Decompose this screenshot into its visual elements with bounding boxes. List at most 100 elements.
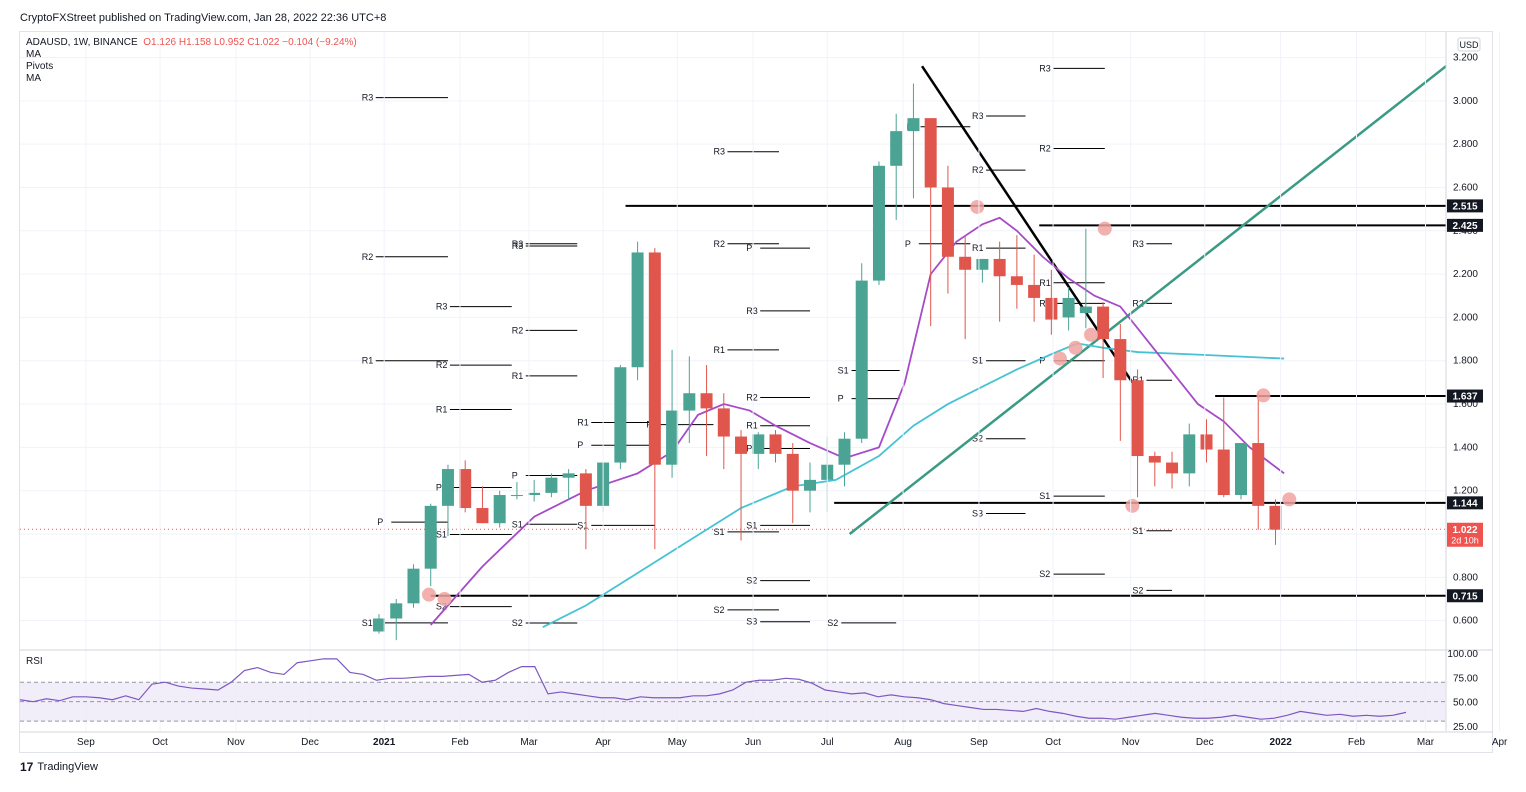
candle-body	[1062, 297, 1075, 318]
x-tick-label: May	[668, 737, 687, 748]
pivot-label: S1	[1132, 526, 1143, 536]
pivot-label: S3	[746, 617, 757, 627]
indicator-ma-2[interactable]: MA	[26, 73, 41, 84]
pivot-label: P	[905, 239, 911, 249]
price-axis-label-bg	[1447, 589, 1483, 603]
candle-body	[717, 408, 730, 437]
pivot-label: R3	[512, 239, 524, 249]
y-tick-label: 2.200	[1453, 269, 1478, 280]
rsi-label: RSI	[26, 656, 43, 667]
x-tick-label: Mar	[520, 737, 538, 748]
y-tick-label: 0.600	[1453, 616, 1478, 627]
candle-body	[752, 434, 765, 454]
rsi-band	[20, 682, 1446, 722]
price-axis-label: 2.515	[1452, 201, 1477, 212]
pivot-label: S2	[512, 618, 523, 628]
x-tick-label: Apr	[595, 737, 611, 748]
pivot-label: R1	[713, 345, 725, 355]
pivot-label: S2	[713, 605, 724, 615]
y-tick-label: 1.800	[1453, 356, 1478, 367]
pivot-label: S2	[1132, 585, 1143, 595]
pivot-label: R2	[436, 360, 448, 370]
candle-body	[614, 367, 627, 463]
pivot-label: R1	[972, 243, 984, 253]
pivot-label: P	[512, 471, 518, 481]
x-tick-label: Feb	[1348, 737, 1366, 748]
trendline	[848, 64, 1446, 536]
candle-body	[390, 603, 403, 619]
candle-body	[1148, 456, 1161, 463]
pivot-label: S1	[577, 520, 588, 530]
price-axis-label: 1.022	[1452, 525, 1477, 536]
candle-body	[735, 436, 748, 454]
rsi-tick-label: 50.00	[1453, 698, 1478, 709]
x-tick-label: Oct	[152, 737, 168, 748]
candle-body	[683, 393, 696, 411]
price-axis-label: 0.715	[1452, 591, 1477, 602]
pivot-label: P	[436, 482, 442, 492]
price-axis-label-bg	[1447, 389, 1483, 403]
pivot-label: S1	[838, 365, 849, 375]
candle-body	[804, 479, 816, 491]
price-axis-label: 1.637	[1452, 392, 1477, 403]
pivot-label: R3	[746, 306, 758, 316]
x-tick-label: Sep	[970, 737, 988, 748]
candle-body	[1079, 306, 1092, 314]
candle-body	[1235, 443, 1247, 496]
candle-body	[1010, 276, 1023, 285]
candle-body	[407, 568, 420, 604]
touch-marker	[1084, 327, 1099, 342]
touch-marker	[1125, 498, 1140, 513]
indicator-ma-1[interactable]: MA	[26, 49, 41, 60]
pivot-label: R3	[972, 111, 984, 121]
price-pane: R3 R2 R1 R3 R2 R1 P P S1 S2 S1 R3 R2 R1 P R3 P S1 S2 R1 P S1 R…	[20, 57, 1446, 641]
pivot-label: R3	[436, 302, 448, 312]
touch-marker	[970, 199, 985, 214]
tradingview-brand[interactable]: TradingView	[37, 761, 98, 773]
candle-body	[1183, 434, 1196, 474]
indicator-pivots[interactable]: Pivots	[26, 61, 54, 72]
chart-legend: ADAUSD, 1W, BINANCE O1.126 H1.158 L0.952…	[26, 37, 357, 85]
candle-body	[493, 495, 506, 524]
candle-body	[528, 492, 541, 496]
pivot-label: P	[746, 243, 752, 253]
x-tick-label: Dec	[1196, 737, 1214, 748]
candle-body	[855, 280, 868, 439]
y-tick-label: 3.000	[1453, 96, 1478, 107]
candle-body	[579, 473, 592, 506]
tradingview-logo-icon[interactable]: 17	[20, 760, 34, 774]
pivot-label: S1	[362, 618, 373, 628]
pivot-label: R1	[436, 404, 448, 414]
price-axis-label-bg	[1447, 218, 1483, 232]
pivot-label: P	[838, 394, 844, 404]
chart-frame	[19, 31, 1493, 753]
x-tick-label: Oct	[1045, 737, 1061, 748]
candle-body	[562, 473, 575, 478]
pivot-label: R1	[362, 356, 374, 366]
pivot-label: R1	[1039, 278, 1051, 288]
candle-body	[1131, 380, 1144, 457]
candle-body	[976, 258, 989, 270]
candle-body	[1045, 297, 1058, 320]
y-tick-label: 3.200	[1453, 53, 1478, 64]
touch-marker	[1256, 388, 1271, 403]
candle-body	[872, 165, 885, 281]
candle-body	[769, 434, 782, 454]
currency-label: USD	[1459, 40, 1479, 50]
candle-body	[459, 469, 472, 509]
candle-body	[545, 477, 558, 493]
y-tick-label: 1.600	[1453, 399, 1478, 410]
pivot-label: P	[1039, 356, 1045, 366]
symbol-line[interactable]: ADAUSD, 1W, BINANCE	[26, 37, 138, 48]
candle-body	[924, 118, 937, 188]
ma-slow-line	[542, 342, 1285, 628]
candle-body	[907, 118, 920, 132]
candle-body	[1114, 339, 1127, 381]
countdown-label: 2d 10h	[1451, 535, 1479, 545]
pivot-label: P	[746, 443, 752, 453]
price-axis-label-bg	[1447, 496, 1483, 510]
y-tick-label: 0.800	[1453, 572, 1478, 583]
x-tick-label: Dec	[301, 737, 319, 748]
pivot-label: R1	[512, 371, 524, 381]
